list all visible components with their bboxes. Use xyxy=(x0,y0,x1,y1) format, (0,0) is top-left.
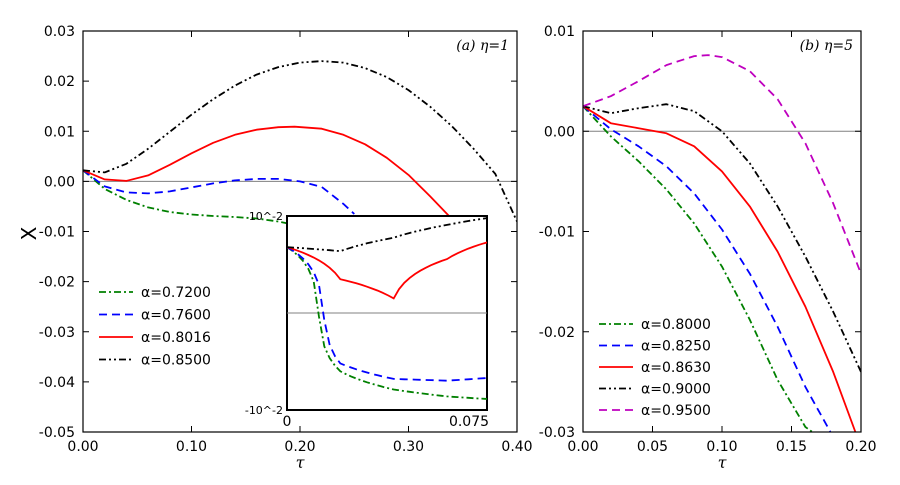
panel-label: (a) η=1 xyxy=(456,38,509,54)
y-tick-label: -0.04 xyxy=(39,375,75,391)
x-tick-label: 0.30 xyxy=(393,439,424,455)
series-line-0 xyxy=(583,105,813,432)
legend-label-1: α=0.8250 xyxy=(641,339,711,355)
inset-y-tick-label: -10^-2 xyxy=(245,404,283,417)
legend-label-1: α=0.7600 xyxy=(141,308,211,324)
y-tick-label: 0.01 xyxy=(544,24,575,40)
x-axis-label: τ xyxy=(718,453,728,472)
series-line-1 xyxy=(83,169,355,215)
series-line-3 xyxy=(83,60,517,222)
y-tick-label: 0.02 xyxy=(44,74,75,90)
x-tick-label: 0.10 xyxy=(706,439,737,455)
panel-a: 0.00 0.10 0.20 0.30 0.40 -0.05 -0.04 -0.03 -0.02… xyxy=(17,24,533,472)
legend: α=0.8000 α=0.8250 α=0.8630 α=0.9000 α=0.9500 xyxy=(599,317,711,419)
plot-frame xyxy=(582,30,862,433)
legend-label-4: α=0.9500 xyxy=(641,403,711,419)
series-line-2 xyxy=(583,105,857,432)
inset: 0 0.075 10^-2 -10^-2 xyxy=(245,210,489,430)
y-tick-label: -0.01 xyxy=(39,225,75,241)
series-line-3 xyxy=(583,103,861,373)
legend-label-0: α=0.7200 xyxy=(141,285,211,301)
x-tick-label: 0.20 xyxy=(845,439,876,455)
y-tick-label: 0.00 xyxy=(544,124,575,140)
inset-series-line-0 xyxy=(287,246,487,400)
x-axis-label: τ xyxy=(296,453,306,472)
inset-series-line-3 xyxy=(287,217,487,253)
legend-label-2: α=0.8630 xyxy=(641,360,711,376)
inset-y-tick-label: 10^-2 xyxy=(249,210,283,223)
legend-label-3: α=0.8500 xyxy=(141,353,211,369)
y-tick-label: 0.00 xyxy=(44,174,75,190)
y-tick-label: -0.05 xyxy=(39,425,75,441)
panel-b: 0.00 0.05 0.10 0.15 0.20 -0.03 -0.02 -0.01 0.00 0… xyxy=(539,24,877,472)
legend-label-3: α=0.9000 xyxy=(641,382,711,398)
y-tick-label: -0.02 xyxy=(39,275,75,291)
inset-series-line-2 xyxy=(287,241,487,300)
legend: α=0.7200 α=0.7600 α=0.8016 α=0.8500 xyxy=(99,285,211,369)
y-tick-label: -0.01 xyxy=(539,225,575,241)
series-line-1 xyxy=(583,105,832,432)
y-tick-label: -0.03 xyxy=(39,325,75,341)
panel-label: (b) η=5 xyxy=(800,38,853,54)
x-tick-label: 0.40 xyxy=(501,439,532,455)
x-tick-label: 0.10 xyxy=(176,439,207,455)
y-axis-label: X xyxy=(17,226,41,240)
inset-series-line-1 xyxy=(287,246,487,382)
inset-series-group xyxy=(287,217,487,400)
series-line-0 xyxy=(83,169,431,308)
series-line-2 xyxy=(83,125,453,220)
y-tick-label: -0.02 xyxy=(539,325,575,341)
x-tick-label: 0.15 xyxy=(776,439,807,455)
series-group xyxy=(583,54,861,432)
series-line-4 xyxy=(583,54,861,274)
x-tick-label: 0.20 xyxy=(284,439,315,455)
legend-label-2: α=0.8016 xyxy=(141,330,211,346)
series-group xyxy=(83,60,517,308)
y-tick-label: -0.03 xyxy=(539,425,575,441)
x-tick-label: 0.00 xyxy=(567,439,598,455)
inset-x-tick-label: 0 xyxy=(283,414,292,430)
inset-x-tick-label: 0.075 xyxy=(449,414,489,430)
legend-label-0: α=0.8000 xyxy=(641,317,711,333)
y-tick-label: 0.03 xyxy=(44,24,75,40)
x-tick-label: 0.05 xyxy=(637,439,668,455)
y-tick-label: 0.01 xyxy=(44,124,75,140)
x-tick-label: 0.00 xyxy=(67,439,98,455)
